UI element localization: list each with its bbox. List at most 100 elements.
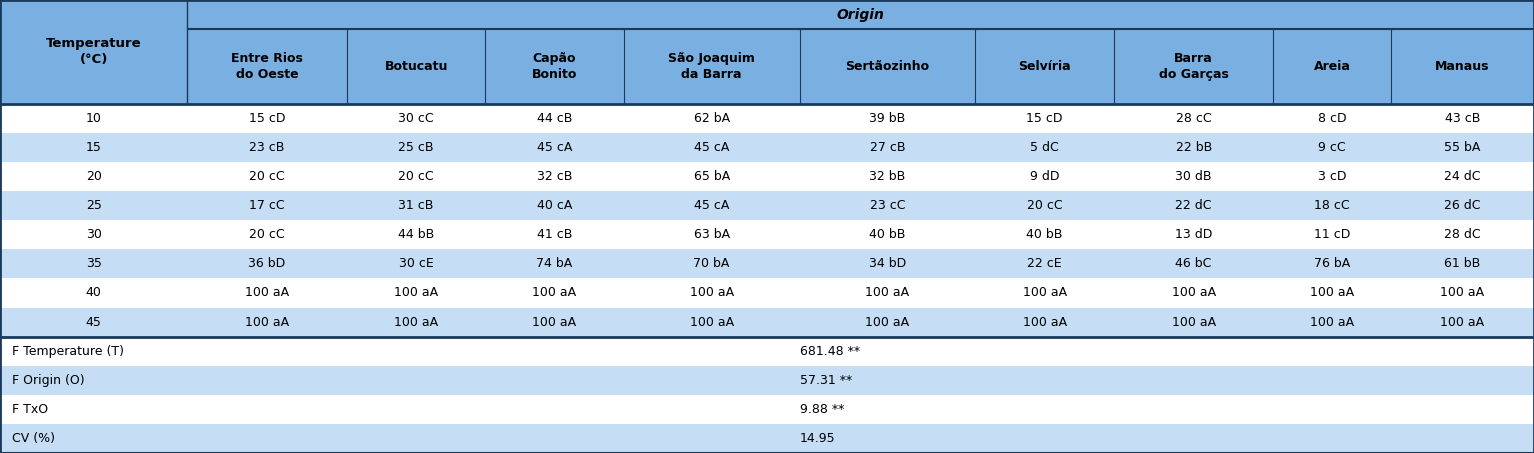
Text: 45 cA: 45 cA [537, 141, 572, 154]
Text: 20 cC: 20 cC [249, 228, 285, 241]
Text: F TxO: F TxO [12, 403, 49, 416]
Text: 100 aA: 100 aA [1023, 316, 1066, 328]
Text: 40: 40 [86, 286, 101, 299]
Text: 44 cB: 44 cB [537, 112, 572, 125]
Text: 18 cC: 18 cC [1315, 199, 1350, 212]
Text: 9 dD: 9 dD [1029, 170, 1060, 183]
Text: 100 aA: 100 aA [1023, 286, 1066, 299]
Text: 32 cB: 32 cB [537, 170, 572, 183]
Text: Areia: Areia [1313, 60, 1350, 73]
Text: 20: 20 [86, 170, 101, 183]
Text: 20 cC: 20 cC [399, 170, 434, 183]
Text: 14.95: 14.95 [799, 432, 834, 445]
Text: 45 cA: 45 cA [693, 199, 729, 212]
Bar [0, 162, 1534, 191]
Text: 28 cC: 28 cC [1177, 112, 1212, 125]
Bar [0, 104, 1534, 133]
Bar [0, 133, 1534, 162]
Bar [0, 0, 1534, 104]
Text: 26 dC: 26 dC [1443, 199, 1480, 212]
Text: 15 cD: 15 cD [1026, 112, 1063, 125]
Text: 40 bB: 40 bB [870, 228, 905, 241]
Text: 100 aA: 100 aA [1440, 316, 1485, 328]
Text: 35: 35 [86, 257, 101, 270]
Text: 100 aA: 100 aA [245, 316, 288, 328]
Text: 55 bA: 55 bA [1443, 141, 1480, 154]
Text: 8 cD: 8 cD [1318, 112, 1347, 125]
Bar [0, 395, 1534, 424]
Text: 45 cA: 45 cA [693, 141, 729, 154]
Text: 30 cE: 30 cE [399, 257, 434, 270]
Text: Selvíria: Selvíria [1019, 60, 1071, 73]
Text: 15: 15 [86, 141, 101, 154]
Text: 36 bD: 36 bD [249, 257, 285, 270]
Text: 70 bA: 70 bA [693, 257, 730, 270]
Text: 100 aA: 100 aA [394, 286, 439, 299]
Text: CV (%): CV (%) [12, 432, 55, 445]
Text: 27 cB: 27 cB [870, 141, 905, 154]
Text: 39 bB: 39 bB [870, 112, 905, 125]
Text: 100 aA: 100 aA [690, 286, 733, 299]
Text: 100 aA: 100 aA [1310, 316, 1355, 328]
Bar [0, 424, 1534, 453]
Text: 30: 30 [86, 228, 101, 241]
Text: 17 cC: 17 cC [249, 199, 285, 212]
Text: Sertãozinho: Sertãozinho [845, 60, 930, 73]
Text: 100 aA: 100 aA [532, 286, 577, 299]
Text: 3 cD: 3 cD [1318, 170, 1347, 183]
Bar [0, 279, 1534, 308]
Text: Entre Rios
do Oeste: Entre Rios do Oeste [232, 52, 304, 81]
Text: 100 aA: 100 aA [245, 286, 288, 299]
Text: 74 bA: 74 bA [537, 257, 572, 270]
Text: 25: 25 [86, 199, 101, 212]
Text: 45: 45 [86, 316, 101, 328]
Text: 61 bB: 61 bB [1443, 257, 1480, 270]
Text: 15 cD: 15 cD [249, 112, 285, 125]
Text: 10: 10 [86, 112, 101, 125]
Text: 100 aA: 100 aA [1310, 286, 1355, 299]
Text: 23 cC: 23 cC [870, 199, 905, 212]
Text: 20 cC: 20 cC [249, 170, 285, 183]
Text: 62 bA: 62 bA [693, 112, 730, 125]
Text: 100 aA: 100 aA [690, 316, 733, 328]
Text: São Joaquim
da Barra: São Joaquim da Barra [669, 52, 755, 81]
Text: 40 bB: 40 bB [1026, 228, 1063, 241]
Text: 57.31 **: 57.31 ** [799, 374, 851, 387]
Bar [0, 366, 1534, 395]
Text: 100 aA: 100 aA [1440, 286, 1485, 299]
Text: 100 aA: 100 aA [532, 316, 577, 328]
Text: 23 cB: 23 cB [250, 141, 285, 154]
Bar [0, 249, 1534, 279]
Text: F Temperature (T): F Temperature (T) [12, 345, 124, 358]
Text: 9.88 **: 9.88 ** [799, 403, 844, 416]
Text: 65 bA: 65 bA [693, 170, 730, 183]
Text: Barra
do Garças: Barra do Garças [1158, 52, 1229, 81]
Bar [0, 308, 1534, 337]
Text: 24 dC: 24 dC [1443, 170, 1480, 183]
Bar [0, 220, 1534, 249]
Text: 46 bC: 46 bC [1175, 257, 1212, 270]
Text: 44 bB: 44 bB [397, 228, 434, 241]
Text: 22 dC: 22 dC [1175, 199, 1212, 212]
Text: 30 cC: 30 cC [399, 112, 434, 125]
Text: 100 aA: 100 aA [865, 316, 910, 328]
Text: 28 dC: 28 dC [1443, 228, 1480, 241]
Text: 63 bA: 63 bA [693, 228, 730, 241]
Text: 681.48 **: 681.48 ** [799, 345, 859, 358]
Text: 22 cE: 22 cE [1028, 257, 1062, 270]
Text: 30 dB: 30 dB [1175, 170, 1212, 183]
Text: 13 dD: 13 dD [1175, 228, 1212, 241]
Text: Capão
Bonito: Capão Bonito [532, 52, 577, 81]
Text: 31 cB: 31 cB [399, 199, 434, 212]
Text: 22 bB: 22 bB [1175, 141, 1212, 154]
Text: 100 aA: 100 aA [1172, 316, 1216, 328]
Text: 41 cB: 41 cB [537, 228, 572, 241]
Text: 20 cC: 20 cC [1026, 199, 1063, 212]
Bar [0, 337, 1534, 366]
Text: F Origin (O): F Origin (O) [12, 374, 84, 387]
Text: Manaus: Manaus [1436, 60, 1490, 73]
Text: 5 dC: 5 dC [1031, 141, 1058, 154]
Bar [0, 191, 1534, 220]
Text: Temperature
(°C): Temperature (°C) [46, 38, 141, 67]
Text: Origin: Origin [836, 8, 885, 22]
